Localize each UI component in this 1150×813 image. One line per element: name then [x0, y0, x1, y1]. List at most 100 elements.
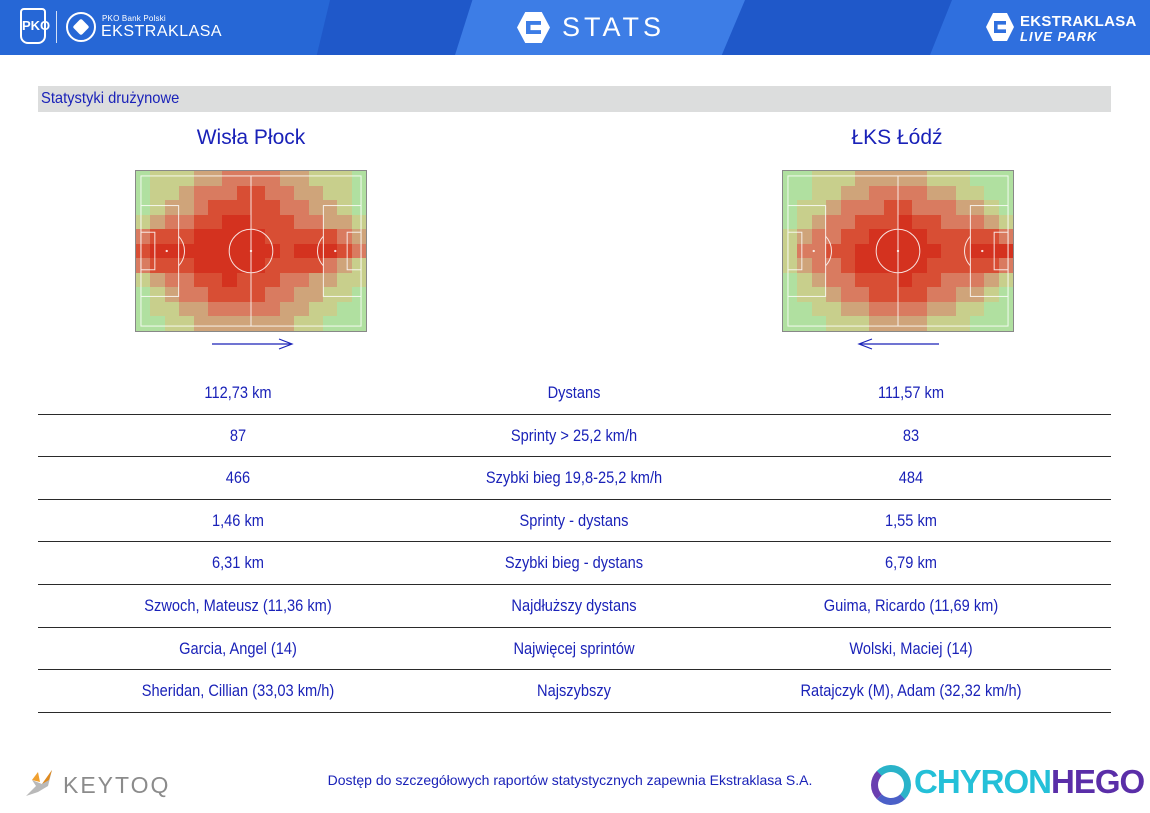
stat-home-value: 466: [225, 468, 251, 488]
heatmap-cell: [308, 229, 323, 244]
heatmap-cell: [969, 316, 985, 331]
heatmap-cell: [783, 258, 798, 273]
stat-away-value: Guima, Ricardo (11,69 km): [823, 595, 999, 615]
heatmap-cell: [322, 171, 338, 186]
heatmap-cell: [164, 214, 180, 230]
stat-home-value: Sheridan, Cillian (33,03 km/h): [141, 681, 335, 701]
heatmap-cell: [926, 185, 942, 201]
heatmap-cell: [840, 214, 855, 230]
heatmap-cell: [236, 243, 251, 259]
heatmap-cell: [811, 316, 827, 331]
heatmap-cell: [164, 185, 180, 201]
heatmap-cell: [984, 214, 999, 230]
heatmap-cell: [207, 272, 223, 288]
heatmap-cell: [797, 229, 812, 244]
heatmap-cell: [883, 214, 898, 230]
heatmap-cell: [337, 287, 352, 302]
heatmap-cell: [969, 214, 985, 230]
heatmap-cell: [351, 287, 366, 302]
heatmap-cell: [840, 200, 855, 215]
heatmap-cell: [854, 214, 870, 230]
heatmap-cell: [898, 185, 913, 201]
heatmap-cell: [998, 272, 1013, 288]
ekstraklasa-ball-icon: [66, 12, 96, 42]
heatmap-cell: [222, 272, 237, 288]
heatmap-cell: [969, 185, 985, 201]
heatmap-cell: [912, 214, 927, 230]
arrow-left-icon: [857, 338, 939, 350]
heatmap-cell: [179, 185, 194, 201]
heatmap-cell: [783, 171, 798, 186]
heatmap-cell: [811, 214, 827, 230]
heatmap-cell: [265, 287, 280, 302]
heatmap-cell: [164, 200, 180, 215]
heatmap-cell: [912, 272, 927, 288]
heatmap-cell: [207, 243, 223, 259]
heatmap-cell: [351, 243, 366, 259]
heatmap-cell: [811, 185, 827, 201]
heatmap-cell: [179, 214, 194, 230]
heatmap-cell: [351, 258, 366, 273]
heatmap-cell: [337, 243, 352, 259]
heatmap-cell: [898, 287, 913, 302]
heatmap-cell: [164, 301, 180, 317]
heatmap-cell: [207, 287, 223, 302]
heatmap-cell: [322, 258, 338, 273]
stat-label: Sprinty > 25,2 km/h: [510, 425, 638, 445]
heatmap-cell: [955, 171, 970, 186]
heatmap-cell: [984, 229, 999, 244]
heatmap-cell: [984, 258, 999, 273]
heatmap-cell: [236, 287, 251, 302]
heatmap-cell: [998, 229, 1013, 244]
heatmap-cell: [136, 229, 151, 244]
heatmap-cell: [854, 185, 870, 201]
heatmap-cell: [322, 214, 338, 230]
stat-home-value: 1,46 km: [211, 510, 265, 530]
heatmap-cell: [969, 229, 985, 244]
heatmap-cell: [854, 258, 870, 273]
stat-away-value: 6,79 km: [884, 553, 938, 573]
heatmap-cell: [826, 301, 841, 317]
heatmap-cell: [207, 214, 223, 230]
pitch-lines-away: [787, 175, 1009, 327]
heatmap-cell: [926, 258, 942, 273]
heatmap-cell: [869, 272, 884, 288]
stat-label: Najwięcej sprintów: [513, 638, 635, 658]
live-park-logo-line1: EKSTRAKLASA: [1020, 13, 1137, 30]
stat-row: Szwoch, Mateusz (11,36 km) Najdłuższy dy…: [38, 585, 1111, 628]
pitch-lines-home: [140, 175, 362, 327]
heatmap-cell: [150, 301, 165, 317]
heatmap-cell: [955, 272, 970, 288]
heatmap-cell: [811, 258, 827, 273]
heatmap-cell: [984, 185, 999, 201]
heatmap-cell: [150, 287, 165, 302]
heatmap-cell: [840, 185, 855, 201]
heatmap-cell: [193, 200, 208, 215]
heatmap-cell: [912, 316, 927, 331]
heatmap-cell: [251, 200, 266, 215]
heatmap-cell: [826, 229, 841, 244]
heatmap-cell: [883, 287, 898, 302]
chyronhego-logo-part1: CHYRON: [914, 763, 1052, 800]
heatmap-cell: [251, 243, 266, 259]
heatmap-cell: [294, 214, 309, 230]
heatmap-grid-away: [783, 171, 1013, 331]
heatmap-cell: [136, 301, 151, 317]
heatmap-cell: [955, 243, 970, 259]
heatmap-cell: [179, 171, 194, 186]
heatmap-cell: [869, 200, 884, 215]
heatmap-cell: [854, 316, 870, 331]
heatmap-cell: [322, 229, 338, 244]
heatmap-cell: [294, 301, 309, 317]
heatmap-cell: [279, 287, 295, 302]
heatmap-cell: [294, 287, 309, 302]
heatmap-cell: [898, 258, 913, 273]
heatmap-cell: [998, 287, 1013, 302]
heatmap-cell: [294, 272, 309, 288]
heatmap-cell: [969, 243, 985, 259]
heatmap-cell: [826, 316, 841, 331]
heatmap-cell: [969, 200, 985, 215]
heatmap-cell: [308, 301, 323, 317]
heatmap-cell: [840, 229, 855, 244]
heatmap-cell: [955, 214, 970, 230]
